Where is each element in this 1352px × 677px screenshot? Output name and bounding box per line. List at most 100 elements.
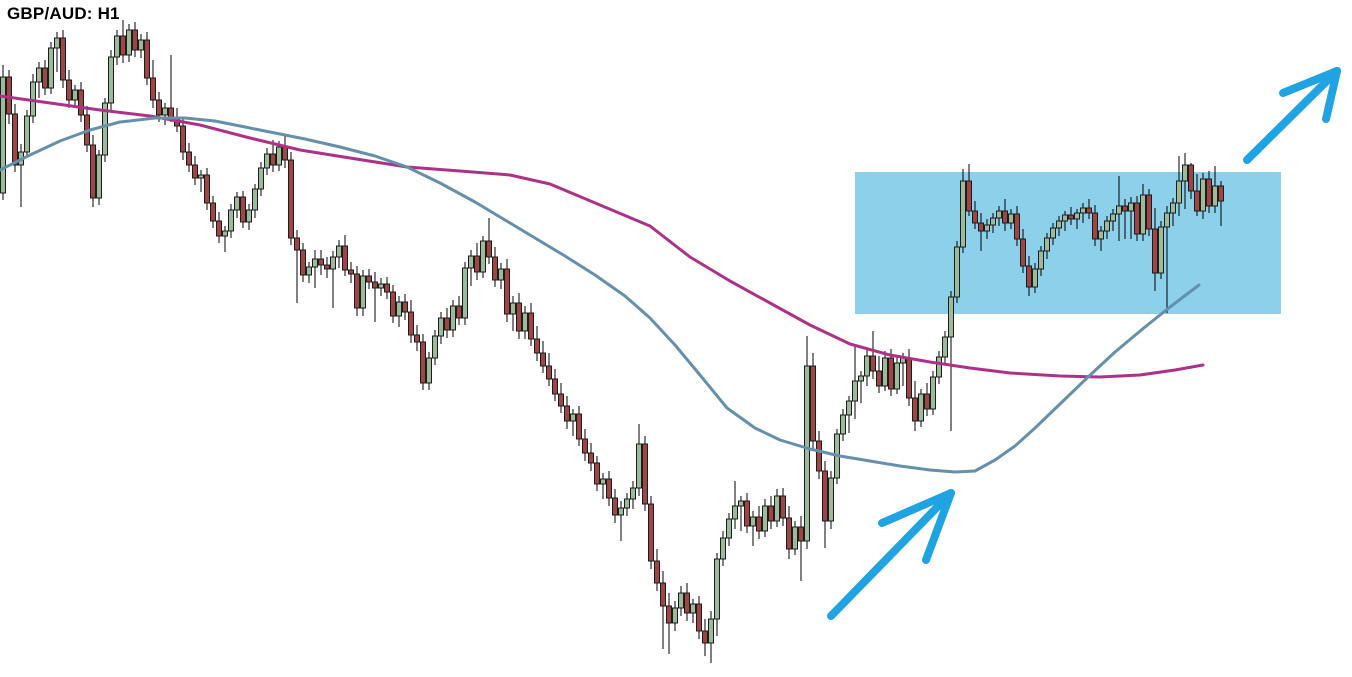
candle-body-bear (42, 67, 48, 89)
candle-body-bear (684, 592, 690, 614)
candle-body-bear (972, 210, 978, 224)
candle-body-bear (744, 500, 750, 527)
candle-body-bear (876, 370, 882, 387)
candle-body-bear (240, 196, 246, 223)
candle-body-bear (348, 269, 354, 275)
candle-body-bull (162, 107, 168, 116)
candle-body-bull (618, 507, 624, 516)
candle-body-bull (1158, 226, 1164, 274)
candle-body-bull (1074, 212, 1080, 220)
candle-body-bear (414, 334, 420, 343)
candle-body-bull (858, 375, 864, 382)
candle-body-bull (774, 495, 780, 522)
candle-body-bull (720, 537, 726, 560)
candle-body-bull (930, 376, 936, 410)
candle-body-bull (1098, 230, 1104, 240)
candle-body-bear (768, 505, 774, 522)
candle-body-bull (960, 180, 966, 248)
candle-body-bull (96, 154, 102, 199)
candle-body-bear (474, 255, 480, 273)
candle-body-bull (1110, 213, 1116, 222)
candle-body-bull (222, 230, 228, 237)
candle-body-bear (540, 352, 546, 367)
candle-body-bull (708, 618, 714, 644)
candle-body-bear (90, 144, 96, 199)
bullish-arrow-mid-shaft (827, 489, 955, 620)
candle-body-bull (1140, 194, 1146, 235)
candle-body-bear (822, 470, 828, 522)
candle-body-bull (228, 209, 234, 232)
candle-body-bear (486, 240, 492, 258)
bullish-arrow-top-right-barb-1 (1279, 67, 1341, 97)
candle-body-bear (1002, 210, 1008, 224)
candle-body-bull (1200, 178, 1206, 212)
candle-body-bear (528, 312, 534, 340)
candle-body-bear (1026, 265, 1032, 288)
candle-body-bull (996, 210, 1002, 219)
candle-body-bear (1188, 164, 1194, 192)
candle-body-bull (48, 47, 54, 89)
candle-body-bear (372, 281, 378, 289)
candle-body-bull (438, 317, 444, 337)
bullish-arrow-top-right-barb-2 (1322, 67, 1341, 123)
candle-body-bear (78, 89, 84, 116)
candle-body-bear (870, 355, 876, 372)
candle-body-bull (738, 500, 744, 507)
candle-body-bear (444, 317, 450, 331)
candle-body-bear (546, 365, 552, 380)
candle-body-bull (1116, 205, 1122, 215)
candle-body-bull (792, 526, 798, 550)
candle-body-bull (480, 240, 486, 273)
candle-body-bull (1170, 202, 1176, 214)
candle-body-bull (1008, 213, 1014, 224)
candle-body-bull (138, 39, 144, 51)
candle-body-bear (648, 503, 654, 562)
candle-body-bull (954, 246, 960, 298)
candle-body-bear (978, 222, 984, 232)
candle-body-bear (366, 275, 372, 283)
candle-body-bear (594, 462, 600, 485)
candle-body-bear (1086, 207, 1092, 214)
candle-body-bull (72, 89, 78, 101)
candle-body-bear (1206, 178, 1212, 207)
candle-body-bear (534, 338, 540, 354)
candle-body-bear (666, 605, 672, 624)
candle-body-bear (816, 440, 822, 472)
candle-body-bear (912, 397, 918, 422)
candle-body-bear (1134, 202, 1140, 235)
slow-moving-average (0, 94, 1205, 379)
candle-body-bull (246, 209, 252, 223)
candle-body-bull (510, 302, 516, 315)
candle-body-bull (570, 413, 576, 422)
candle-body-bear (1068, 214, 1074, 220)
candle-body-bull (462, 267, 468, 319)
candle-body-bull (1044, 237, 1050, 252)
candle-body-bull (714, 558, 720, 620)
candle-body-bear (12, 113, 18, 166)
candle-body-bull (426, 357, 432, 384)
candle-body-bull (846, 400, 852, 416)
candle-body-bear (318, 258, 324, 266)
candle-body-bull (984, 224, 990, 232)
candle-body-bear (810, 365, 816, 442)
candle-body-bull (312, 258, 318, 268)
candle-body-bear (582, 438, 588, 454)
candle-body-bear (576, 413, 582, 440)
candle-body-bear (300, 249, 306, 276)
candle-body-bear (1122, 205, 1128, 212)
candle-body-bull (732, 505, 738, 520)
candle-body-bull (252, 188, 258, 211)
candle-body-bear (204, 174, 210, 204)
candle-body-bull (396, 301, 402, 317)
candle-body-bear (786, 517, 792, 550)
candle-body-bull (840, 414, 846, 435)
candle-body-bull (864, 355, 870, 377)
candle-body-bull (672, 607, 678, 624)
candle-body-bear (696, 603, 702, 632)
candle-body-bull (1104, 220, 1110, 232)
candle-body-bear (150, 77, 156, 101)
candle-body-bear (420, 341, 426, 384)
candle-body-bull (1128, 202, 1134, 212)
candle-body-bull (750, 516, 756, 527)
